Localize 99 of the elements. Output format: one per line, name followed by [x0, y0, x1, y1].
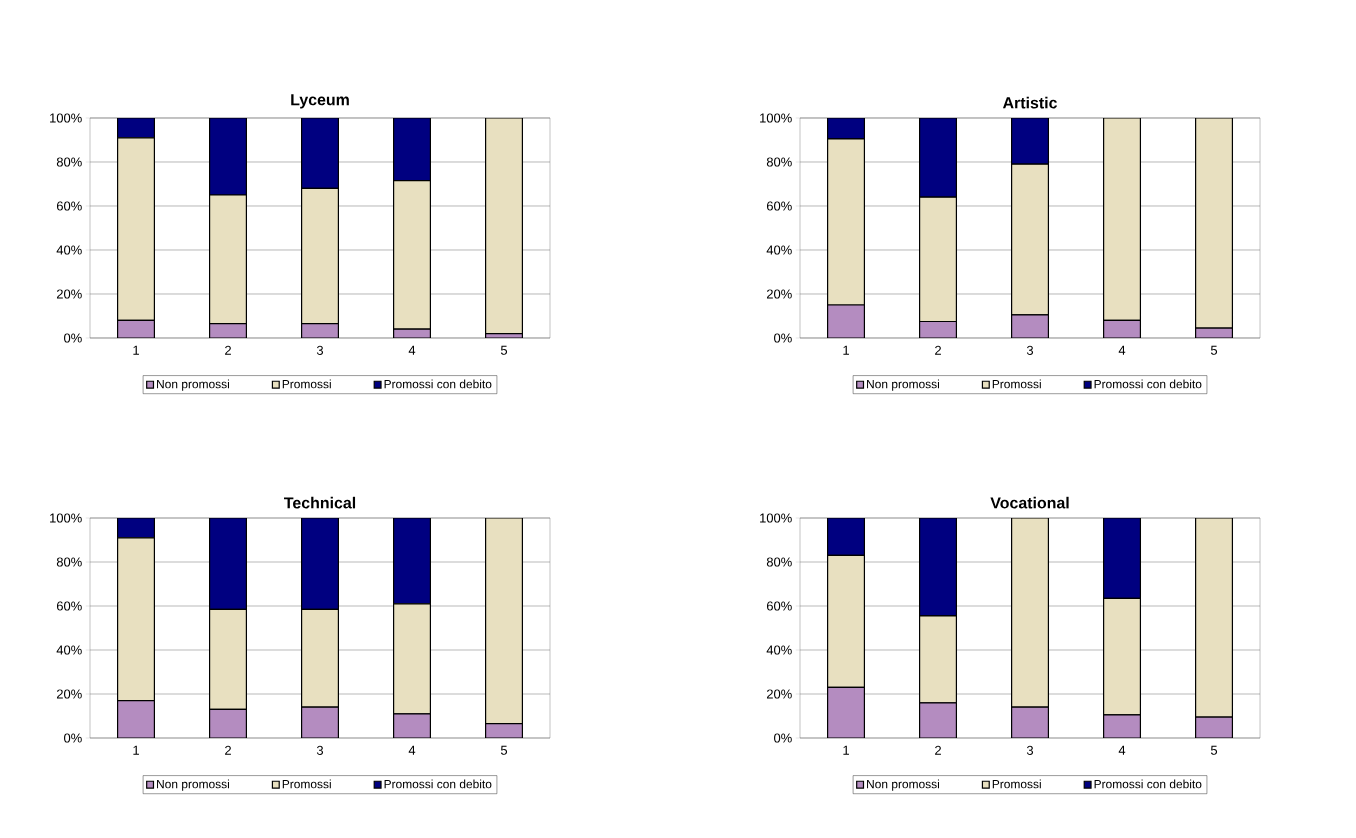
x-tick-label: 3 [1026, 345, 1034, 355]
y-tick-label: 100% [760, 513, 792, 523]
bar [919, 196, 958, 323]
legend-label: Non promossi [867, 779, 939, 791]
bar [485, 518, 524, 725]
y-tick-label: 40% [766, 245, 792, 255]
legend-label: Promossi [992, 379, 1041, 389]
y-tick-label: 80% [766, 557, 792, 567]
bar [301, 518, 339, 610]
bar [919, 518, 958, 617]
chart-title: Technical [284, 496, 356, 509]
bar [209, 117, 247, 196]
bar [1011, 163, 1050, 316]
bar [301, 187, 339, 325]
bar [393, 117, 431, 182]
bar [209, 194, 247, 325]
x-tick-label: 2 [935, 345, 941, 355]
y-tick-label: 60% [766, 601, 792, 611]
y-tick-label: 100% [50, 113, 82, 123]
bar [1011, 117, 1050, 165]
y-tick-label: 0% [774, 333, 792, 343]
bar [209, 708, 247, 738]
x-tick-label: 3 [316, 745, 324, 755]
bar [827, 554, 866, 688]
y-tick-label: 100% [760, 113, 792, 123]
bar [919, 117, 958, 198]
x-tick-label: 5 [500, 745, 508, 755]
bar [393, 713, 431, 738]
bar [209, 608, 247, 710]
legend-label: Promossi [992, 779, 1041, 789]
bar [393, 518, 431, 605]
bar [827, 518, 866, 556]
x-tick-label: 5 [1210, 345, 1218, 355]
y-tick-label: 60% [56, 601, 82, 611]
bar [117, 700, 155, 738]
legend-label: Promossi con debito [1094, 379, 1202, 389]
x-tick-label: 1 [133, 745, 139, 755]
bar [301, 706, 339, 738]
y-tick-label: 0% [64, 733, 82, 743]
x-tick-label: 1 [843, 745, 849, 755]
chart-title: Artistic [1002, 96, 1057, 109]
y-tick-label: 20% [766, 689, 792, 699]
x-tick-label: 3 [316, 345, 324, 355]
y-tick-label: 60% [56, 201, 82, 211]
y-tick-label: 60% [766, 201, 792, 211]
bar [1011, 518, 1050, 708]
bar [827, 138, 866, 306]
chart-title: Lyceum [291, 94, 349, 109]
bar [485, 117, 524, 335]
bar [301, 117, 339, 189]
x-tick-label: 4 [1118, 745, 1126, 755]
bar [1195, 117, 1234, 329]
bar [919, 615, 958, 704]
y-tick-label: 40% [766, 645, 792, 655]
x-tick-label: 3 [1026, 745, 1034, 755]
bar [1103, 518, 1142, 599]
y-tick-label: 100% [50, 513, 82, 523]
x-tick-label: 5 [1210, 745, 1218, 755]
bar [117, 537, 155, 702]
bar [1103, 597, 1142, 716]
legend-label: Non promossi [157, 379, 229, 391]
y-tick-label: 20% [766, 289, 792, 299]
y-tick-label: 20% [56, 689, 82, 699]
legend-label: Promossi con debito [384, 379, 492, 389]
x-tick-label: 2 [935, 745, 941, 755]
bar [393, 603, 431, 715]
bar [1103, 117, 1142, 321]
y-tick-label: 40% [56, 645, 82, 655]
legend-label: Promossi [282, 379, 331, 389]
x-tick-label: 5 [500, 345, 508, 355]
legend-label: Non promossi [157, 779, 229, 791]
bar [117, 137, 155, 321]
bar [209, 518, 247, 610]
bar [301, 608, 339, 708]
x-tick-label: 1 [843, 345, 849, 355]
y-tick-label: 0% [64, 333, 82, 343]
y-tick-label: 80% [56, 157, 82, 167]
y-tick-label: 40% [56, 245, 82, 255]
x-tick-label: 2 [225, 745, 231, 755]
bar [1011, 706, 1050, 738]
legend-label: Promossi con debito [384, 779, 492, 789]
x-tick-label: 4 [408, 345, 416, 355]
y-tick-label: 20% [56, 289, 82, 299]
y-tick-label: 80% [56, 557, 82, 567]
legend-label: Non promossi [867, 379, 939, 391]
x-tick-label: 4 [408, 745, 416, 755]
bar [827, 304, 866, 338]
bar [919, 702, 958, 738]
bar [827, 686, 866, 738]
legend-label: Promossi con debito [1094, 779, 1202, 789]
chart-title: Vocational [990, 496, 1069, 509]
bar [1195, 518, 1234, 718]
x-tick-label: 1 [133, 345, 139, 355]
legend-label: Promossi [282, 779, 331, 789]
x-tick-label: 4 [1118, 345, 1126, 355]
y-tick-label: 80% [766, 157, 792, 167]
x-tick-label: 2 [225, 345, 231, 355]
bar [393, 180, 431, 330]
y-tick-label: 0% [774, 733, 792, 743]
